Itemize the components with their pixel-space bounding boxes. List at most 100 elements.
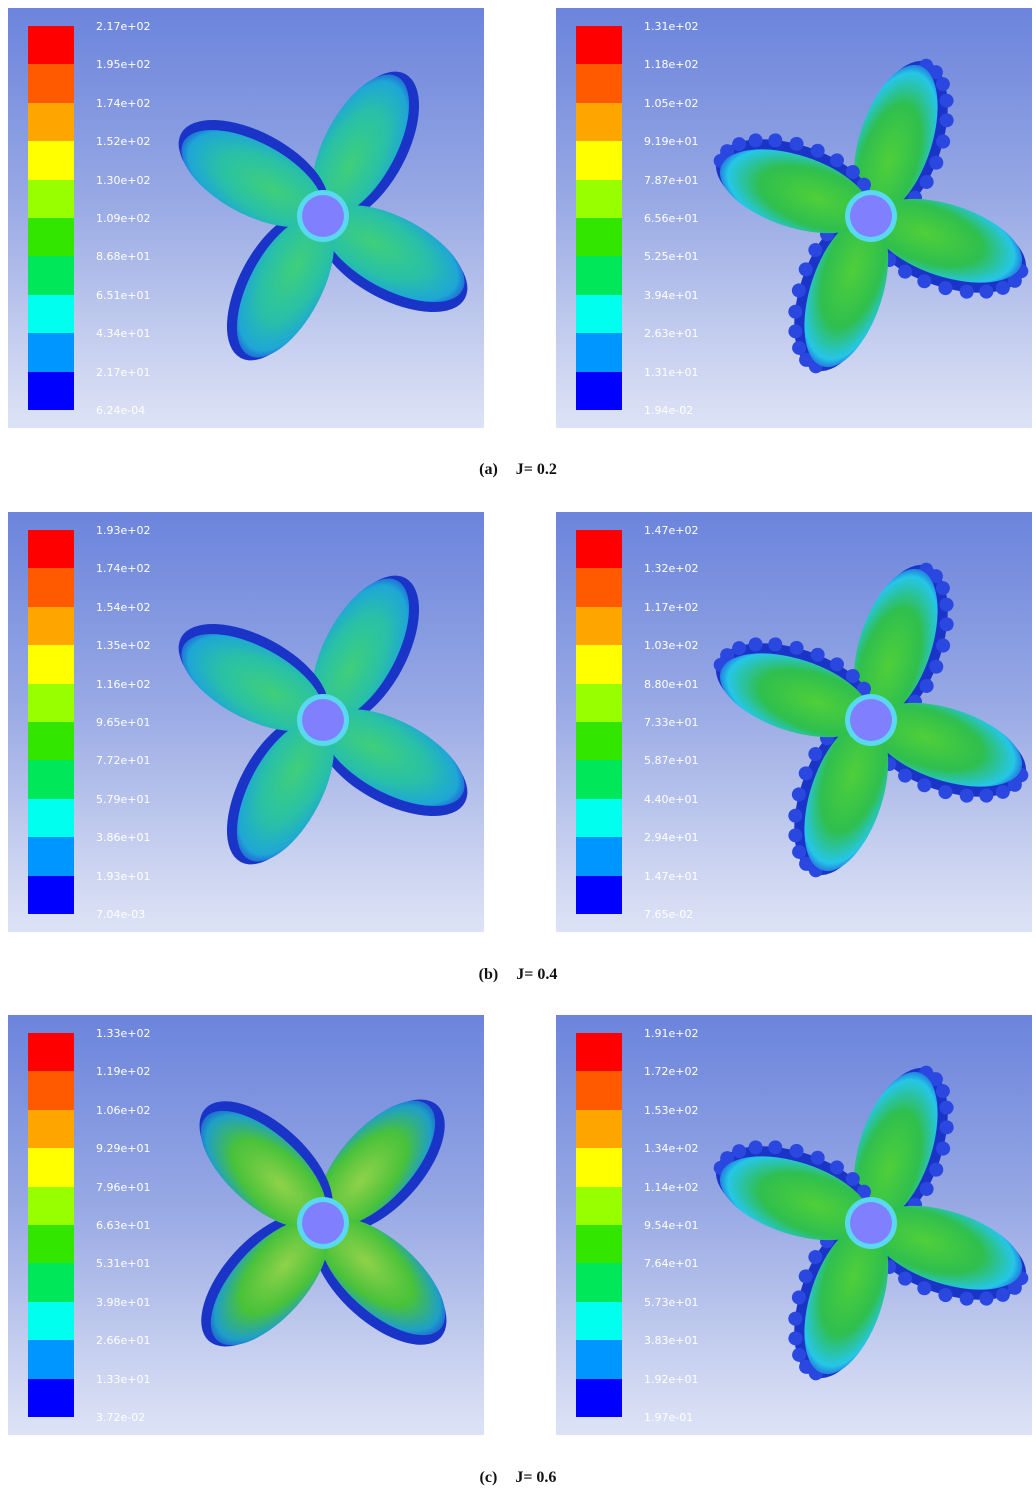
colorbar-swatch [576, 218, 622, 257]
propeller-blade [317, 1099, 445, 1233]
contour-panel-a-serrated: 1.31e+02 1.18e+02 1.05e+02 9.19e+01 7.87e+01… [556, 8, 1032, 428]
colorbar-swatch [28, 1340, 74, 1379]
colorbar-swatch [576, 760, 622, 799]
colorbar-tick-label: 5.25e+01 [644, 250, 699, 264]
colorbar-swatch [576, 1301, 622, 1341]
colorbar-tick-label: 1.47e+01 [644, 869, 699, 883]
colorbar-tick-label: 2.17e+02 [96, 20, 151, 33]
colorbar-tick-label: 1.31e+02 [644, 20, 699, 33]
caption-c: (c) J= 0.6 [0, 1469, 1036, 1487]
colorbar-tick-label: 4.34e+01 [96, 327, 151, 341]
colorbar-swatch [28, 1148, 74, 1187]
colorbar-swatch [576, 530, 622, 569]
caption-value: J= 0.6 [515, 1469, 557, 1486]
propeller-contour-image [178, 71, 468, 361]
propeller-contour-image [713, 58, 1029, 374]
caption-value: J= 0.2 [515, 461, 557, 478]
colorbar-swatch [576, 371, 622, 410]
colorbar-tick-label: 9.65e+01 [96, 716, 151, 729]
colorbar-tick-label: 1.31e+01 [644, 365, 699, 379]
colorbar-tick-label: 2.63e+01 [644, 327, 699, 341]
colorbar-swatch [28, 218, 74, 257]
propeller-blade [713, 1140, 877, 1241]
colorbar-swatch [28, 1186, 74, 1225]
colorbar-tick-label: 1.34e+02 [644, 1142, 699, 1156]
colorbar-swatch [576, 1071, 622, 1110]
colorbar-tick-label: 1.74e+02 [96, 562, 151, 576]
colorbar-tick-label: 8.68e+01 [96, 250, 151, 264]
propeller-hub [850, 195, 892, 237]
caption-a: (a) J= 0.2 [0, 461, 1036, 479]
colorbar-tick-label: 1.94e-02 [644, 404, 694, 417]
colorbar-tick-label: 1.52e+02 [96, 135, 151, 149]
colorbar-swatch [576, 294, 622, 334]
colorbar-tick-label: 9.54e+01 [644, 1219, 699, 1232]
colorbar-tick-label: 6.56e+01 [644, 212, 699, 225]
colorbar-tick-label: 1.54e+02 [96, 600, 151, 614]
colorbar-tick-label: 3.72e-02 [96, 1411, 146, 1424]
caption-value: J= 0.4 [516, 966, 558, 983]
colorbar-tick-label: 1.72e+02 [644, 1065, 699, 1079]
colorbar-tick-label: 3.86e+01 [96, 831, 151, 845]
colorbar-swatch [576, 333, 622, 372]
colorbar-swatch [576, 837, 622, 876]
colorbar-swatch [28, 568, 74, 607]
colorbar-swatch [576, 1225, 622, 1264]
colorbar-swatch [576, 256, 622, 295]
propeller-hub [302, 699, 344, 741]
colorbar-swatch [576, 141, 622, 180]
colorbar-swatch [28, 1301, 74, 1341]
colorbar-swatch [576, 1033, 622, 1072]
colorbar-tick-label: 1.33e+01 [96, 1372, 151, 1386]
colorbar-tick-label: 5.79e+01 [96, 792, 151, 806]
colorbar-swatch [576, 102, 622, 142]
colorbar-swatch [576, 798, 622, 838]
colorbar-tick-label: 1.30e+02 [96, 173, 151, 187]
propeller-hub [850, 699, 892, 741]
colorbar-tick-label: 1.32e+02 [644, 562, 699, 576]
propeller-blade [853, 1065, 954, 1229]
propeller-blade [317, 709, 468, 817]
colorbar-tick-label: 1.05e+02 [644, 96, 699, 110]
colorbar-tick-label: 1.91e+02 [644, 1027, 699, 1040]
colorbar-swatch [28, 333, 74, 372]
propeller-contour-image [713, 1065, 1029, 1381]
colorbar-tick-label: 3.83e+01 [644, 1334, 699, 1348]
colorbar-tick-label: 1.09e+02 [96, 212, 151, 225]
colorbar-tick-label: 2.17e+01 [96, 365, 151, 379]
colorbar-swatch [28, 606, 74, 646]
colorbar-swatch [28, 64, 74, 103]
colorbar-tick-label: 1.53e+02 [644, 1103, 699, 1117]
colorbar-tick-label: 5.87e+01 [644, 754, 699, 768]
propeller-contour-image [713, 562, 1029, 878]
contour-panel-c-serrated: 1.91e+02 1.72e+02 1.53e+02 1.34e+02 1.14e+02… [556, 1015, 1032, 1435]
colorbar-swatch [28, 1225, 74, 1264]
caption-label: (a) [479, 461, 498, 478]
colorbar-tick-label: 7.96e+01 [96, 1180, 151, 1194]
colorbar-tick-label: 7.72e+01 [96, 754, 151, 768]
propeller-blade [226, 210, 334, 361]
colorbar-tick-label: 9.29e+01 [96, 1142, 151, 1156]
colorbar-swatch [576, 64, 622, 103]
caption-label: (c) [479, 1469, 498, 1486]
colorbar-tick-label: 1.06e+02 [96, 1103, 151, 1117]
contour-panel-c-smooth: 1.33e+02 1.19e+02 1.06e+02 9.29e+01 7.96e+01… [8, 1015, 484, 1435]
propeller-contour-image [178, 575, 468, 865]
colorbar-tick-label: 3.94e+01 [644, 288, 699, 302]
colorbar-swatch [576, 683, 622, 722]
colorbar-swatch [576, 645, 622, 684]
colorbar-tick-label: 7.65e-02 [644, 908, 694, 921]
colorbar-tick-label: 1.14e+02 [644, 1180, 699, 1194]
colorbar: 2.17e+02 1.95e+02 1.74e+02 1.52e+02 1.30e+02… [28, 20, 150, 417]
colorbar-tick-label: 9.19e+01 [644, 135, 699, 149]
colorbar-swatch [28, 102, 74, 142]
colorbar-swatch [28, 875, 74, 914]
colorbar-tick-label: 1.33e+02 [96, 1027, 151, 1040]
colorbar-swatch [28, 683, 74, 722]
colorbar-tick-label: 2.66e+01 [96, 1334, 151, 1348]
colorbar-tick-label: 8.80e+01 [644, 677, 699, 691]
colorbar-tick-label: 6.63e+01 [96, 1219, 151, 1232]
colorbar-tick-label: 1.17e+02 [644, 600, 699, 614]
colorbar-swatch [28, 371, 74, 410]
propeller-blade [865, 702, 1029, 803]
